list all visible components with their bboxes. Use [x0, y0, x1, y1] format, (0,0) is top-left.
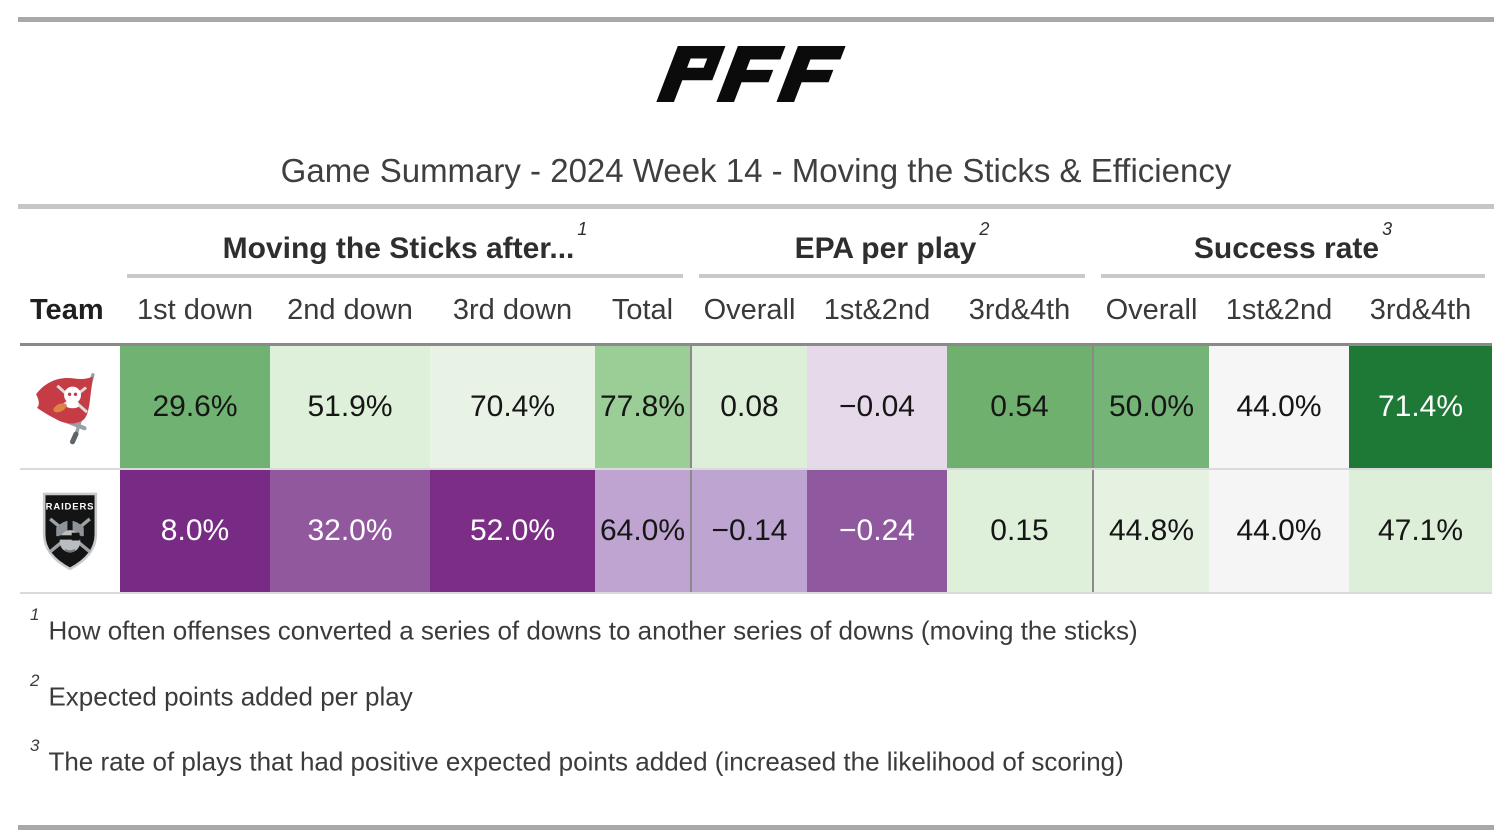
column-header-spacer — [690, 278, 692, 346]
footnote-2: 2 Expected points added per play — [30, 670, 1512, 716]
stat-cell: 51.9% — [270, 346, 430, 468]
footnote-text: Expected points added per play — [48, 681, 413, 712]
column-header-row: Team 1st down 2nd down 3rd down Total Ov… — [20, 278, 1492, 346]
stat-cell: 71.4% — [1349, 346, 1492, 468]
stat-cell: −0.24 — [807, 470, 947, 592]
bottom-rule — [18, 824, 1494, 830]
stat-cell: 44.8% — [1094, 470, 1209, 592]
footnote-text: The rate of plays that had positive expe… — [48, 746, 1124, 777]
stat-cell: 77.8% — [595, 346, 690, 468]
footnote-marker: 2 — [30, 670, 40, 690]
footnote-3: 3 The rate of plays that had positive exp… — [30, 736, 1512, 781]
footnote-ref: 3 — [1382, 219, 1393, 239]
group-underline — [1101, 274, 1485, 278]
pff-logo — [656, 46, 846, 102]
column-header-spacer — [1092, 278, 1094, 346]
group-divider — [1092, 470, 1094, 592]
column-header-sr-overall: Overall — [1094, 278, 1209, 346]
footnote-ref: 2 — [979, 219, 990, 239]
stat-cell: 32.0% — [270, 470, 430, 592]
column-header-2nd-down: 2nd down — [270, 278, 430, 346]
stat-cell: 44.0% — [1209, 470, 1349, 592]
footnote-text: How often offenses converted a series of… — [48, 615, 1138, 646]
group-divider — [690, 346, 692, 468]
stat-cell: 44.0% — [1209, 346, 1349, 468]
group-underline — [699, 274, 1085, 278]
column-header-sr-3rd4th: 3rd&4th — [1349, 278, 1492, 346]
raiders-wordmark: RAIDERS — [46, 501, 95, 512]
column-header-epa-1st2nd: 1st&2nd — [807, 278, 947, 346]
team-logo-cell — [20, 346, 120, 468]
group-header-spacer — [20, 222, 120, 278]
group-title: Success rate3 — [1193, 219, 1393, 265]
footnote-marker: 3 — [30, 736, 40, 756]
column-header-sr-1st2nd: 1st&2nd — [1209, 278, 1349, 346]
group-title: EPA per play2 — [794, 219, 990, 265]
team-logo-cell: RAIDERS — [20, 470, 120, 592]
team-row-raiders: RAIDERS 8.0% 32.0% 52.0% 64.0% −0.14 −0.… — [20, 470, 1492, 594]
stat-cell: 29.6% — [120, 346, 270, 468]
group-divider — [1092, 346, 1094, 468]
footnote-1: 1 How often offenses converted a series o… — [30, 605, 1512, 650]
column-header-team: Team — [20, 278, 120, 346]
column-header-epa-overall: Overall — [692, 278, 807, 346]
group-header-success-rate: Success rate3 — [1094, 219, 1492, 278]
stat-cell: 47.1% — [1349, 470, 1492, 592]
page-title: Game Summary - 2024 Week 14 - Moving the… — [280, 152, 1232, 189]
team-row-buccaneers: 29.6% 51.9% 70.4% 77.8% 0.08 −0.04 0.54 … — [20, 346, 1492, 470]
raiders-logo: RAIDERS — [42, 492, 98, 571]
footnote-marker: 1 — [30, 605, 40, 624]
group-header-row: Moving the Sticks after...1 EPA per play… — [20, 219, 1492, 278]
brand-header — [0, 45, 1512, 103]
stat-cell: 0.54 — [947, 346, 1092, 468]
column-header-1st-down: 1st down — [120, 278, 270, 346]
stat-cell: 8.0% — [120, 470, 270, 592]
stat-cell: −0.14 — [692, 470, 807, 592]
footnotes: 1 How often offenses converted a series o… — [30, 605, 1512, 803]
column-header-epa-3rd4th: 3rd&4th — [947, 278, 1092, 346]
group-header-moving-sticks: Moving the Sticks after...1 — [120, 219, 690, 278]
group-divider — [690, 470, 692, 592]
column-header-total: Total — [595, 278, 690, 346]
stat-cell: 50.0% — [1094, 346, 1209, 468]
column-header-3rd-down: 3rd down — [430, 278, 595, 346]
group-title: Moving the Sticks after...1 — [222, 219, 588, 265]
top-rule — [18, 17, 1494, 22]
buccaneers-logo — [36, 373, 95, 445]
group-underline — [127, 274, 683, 278]
title-divider-rule — [18, 204, 1494, 209]
game-summary-table: Moving the Sticks after...1 EPA per play… — [20, 219, 1492, 594]
stat-cell: −0.04 — [807, 346, 947, 468]
stat-cell: 0.15 — [947, 470, 1092, 592]
stat-cell: 52.0% — [430, 470, 595, 592]
footnote-ref: 1 — [577, 219, 588, 239]
stat-cell: 70.4% — [430, 346, 595, 468]
stat-cell: 0.08 — [692, 346, 807, 468]
group-header-epa: EPA per play2 — [692, 219, 1092, 278]
stat-cell: 64.0% — [595, 470, 690, 592]
